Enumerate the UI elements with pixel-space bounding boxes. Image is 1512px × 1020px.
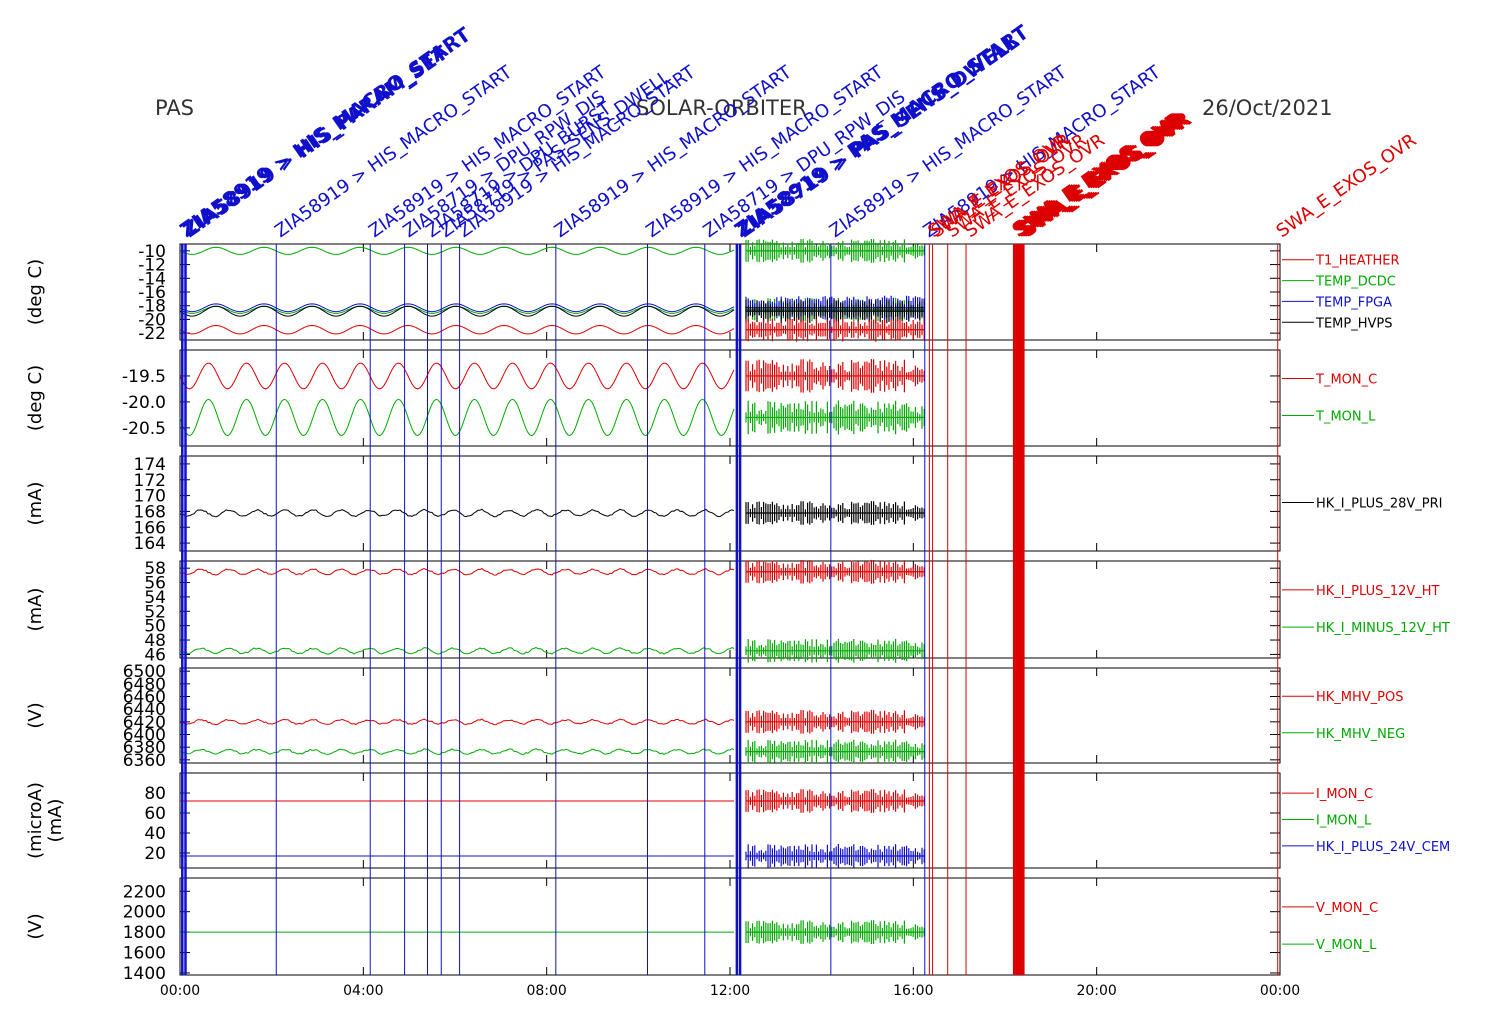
series-line (179, 246, 735, 255)
y-tick-label: 6460 (123, 688, 166, 708)
series-line (179, 508, 735, 518)
y-tick-label: 6400 (123, 726, 166, 746)
series-line (179, 324, 735, 335)
legend-label: T1_HEATHER (1315, 254, 1400, 269)
x-tick-label: 12:00 (710, 983, 750, 999)
x-tick-label: 00:00 (160, 983, 200, 999)
y-tick-label: 2000 (123, 903, 166, 923)
series-line (179, 748, 735, 756)
y-axis-label: (mA) (45, 799, 66, 843)
y-tick-label: -19.5 (122, 367, 166, 387)
series-line (179, 303, 735, 313)
y-tick-label: 168 (134, 502, 166, 522)
x-tick-label: 04:00 (343, 983, 383, 999)
series-line (179, 305, 735, 314)
series-line (179, 362, 735, 390)
series-line (179, 305, 735, 317)
y-tick-label: 52 (144, 602, 166, 622)
y-tick-label: 58 (144, 559, 166, 579)
series-line (179, 646, 735, 655)
y-tick-label: 50 (144, 617, 166, 637)
y-axis-label: (V) (25, 702, 46, 728)
y-tick-label: -16 (138, 283, 166, 303)
y-tick-label: 6380 (123, 738, 166, 758)
y-tick-label: 46 (144, 645, 166, 665)
y-axis-label: (mA) (25, 482, 46, 526)
x-tick-label: 20:00 (1076, 983, 1116, 999)
y-tick-label: 54 (144, 588, 166, 608)
panel-frame (179, 560, 1281, 659)
y-tick-label: 6360 (123, 751, 166, 771)
y-tick-label: 48 (144, 631, 166, 651)
header-mission: SOLAR-ORBITER (636, 96, 807, 120)
panel-frame (179, 667, 1281, 764)
series-line (179, 567, 735, 576)
legend-label: I_MON_C (1316, 787, 1373, 802)
legend-label: T_MON_C (1315, 373, 1377, 388)
header-instrument: PAS (155, 96, 195, 120)
x-tick-label: 16:00 (893, 983, 933, 999)
y-tick-label: 1800 (123, 923, 166, 943)
y-tick-label: 1600 (123, 944, 166, 964)
y-axis-label: (V) (25, 913, 46, 939)
legend-label: HK_I_PLUS_24V_CEM (1316, 840, 1450, 855)
y-tick-label: -20.5 (122, 419, 166, 439)
panel-frame (179, 455, 1281, 552)
legend-label: TEMP_FPGA (1315, 295, 1392, 310)
series-line (179, 718, 735, 726)
y-tick-label: 60 (144, 804, 166, 824)
legend-label: TEMP_HVPS (1315, 316, 1392, 331)
legend-label: HK_I_MINUS_12V_HT (1316, 621, 1450, 636)
y-tick-label: 6480 (123, 675, 166, 695)
legend-label: T_MON_L (1315, 409, 1376, 424)
y-axis-label: (microA) (25, 782, 46, 859)
x-tick-label: 00:00 (1260, 983, 1300, 999)
y-tick-label: -10 (138, 242, 166, 262)
y-axis-label: (mA) (25, 588, 46, 632)
legend-label: HK_MHV_POS (1316, 690, 1404, 705)
event-marker-label: SWA_E_EXOS_OVR (1273, 130, 1421, 242)
panel-frame (179, 877, 1281, 976)
y-tick-label: 56 (144, 574, 166, 594)
y-tick-label: -20 (138, 310, 166, 330)
legend-label: HK_I_PLUS_12V_HT (1316, 584, 1440, 599)
y-tick-label: 40 (144, 824, 166, 844)
y-tick-label: -12 (138, 256, 166, 276)
panel-frame (179, 772, 1281, 869)
y-tick-label: 166 (134, 518, 166, 538)
y-tick-label: 6440 (123, 700, 166, 720)
header-date: 26/Oct/2021 (1202, 96, 1333, 120)
y-axis-label: (deg C) (25, 365, 46, 431)
legend-label: V_MON_C (1316, 901, 1378, 916)
y-tick-label: 170 (134, 487, 166, 507)
y-tick-label: 80 (144, 784, 166, 804)
legend-label: V_MON_L (1316, 938, 1377, 953)
y-tick-label: 6500 (123, 662, 166, 682)
y-axis-label: (deg C) (25, 259, 46, 325)
y-tick-label: -14 (138, 269, 166, 289)
legend-label: I_MON_L (1316, 814, 1372, 829)
y-tick-label: -22 (138, 324, 166, 344)
legend-label: TEMP_DCDC (1315, 275, 1396, 290)
y-tick-label: 6420 (123, 713, 166, 733)
legend-label: HK_I_PLUS_28V_PRI (1316, 497, 1442, 512)
y-tick-label: 172 (134, 471, 166, 491)
y-tick-label: 1400 (123, 964, 166, 984)
y-tick-label: 174 (134, 455, 166, 475)
y-tick-label: 20 (144, 844, 166, 864)
panel-frame (179, 243, 1281, 341)
y-tick-label: -18 (138, 297, 166, 317)
y-tick-label: 2200 (123, 882, 166, 902)
x-tick-label: 08:00 (526, 983, 566, 999)
y-tick-label: -20.0 (122, 393, 166, 413)
legend-label: HK_MHV_NEG (1316, 727, 1405, 742)
series-line (179, 398, 735, 437)
y-tick-label: 164 (134, 534, 166, 554)
